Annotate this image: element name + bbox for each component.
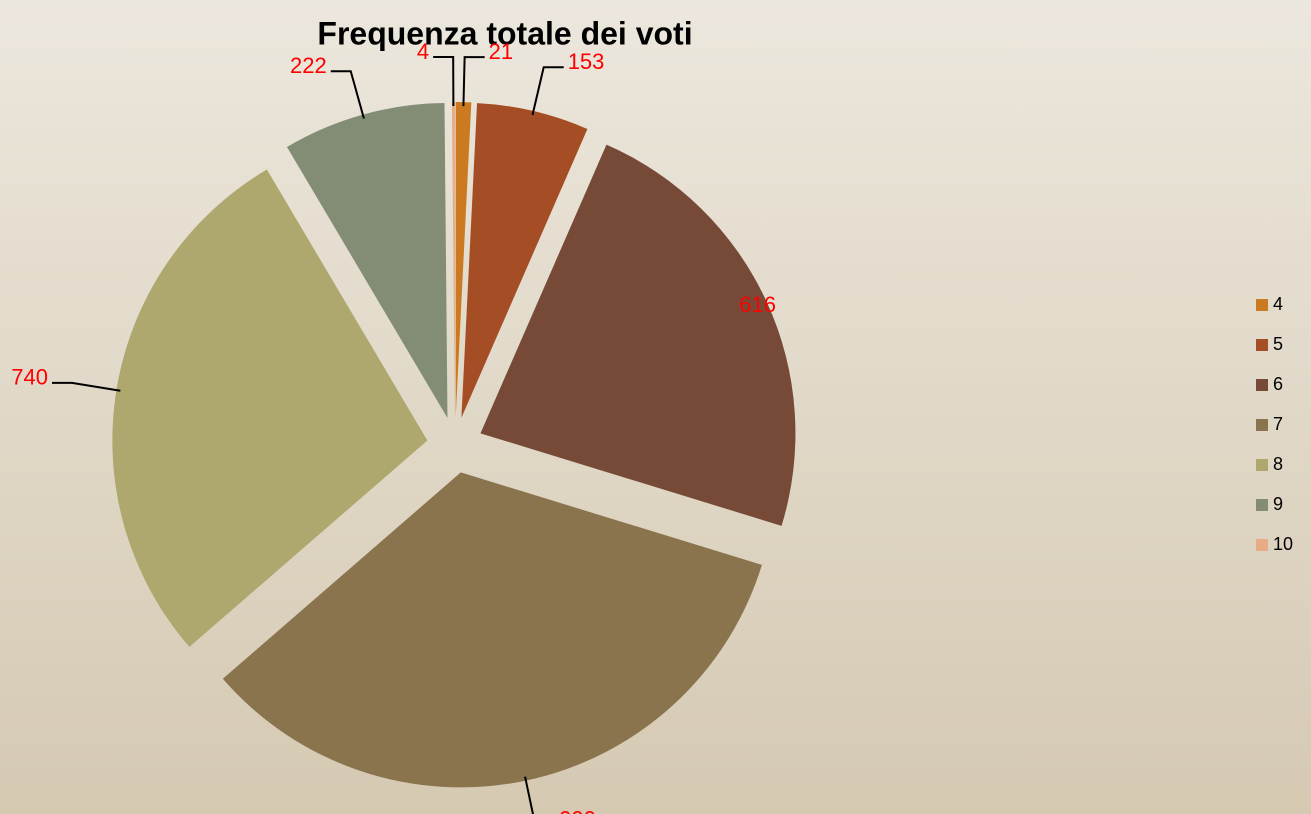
legend-swatch	[1256, 339, 1268, 351]
data-label: 222	[290, 53, 327, 78]
pie-slice	[480, 144, 796, 526]
legend-label: 9	[1273, 494, 1283, 514]
leader-line	[52, 381, 121, 392]
pie-slice	[112, 169, 428, 647]
pie-slice	[461, 103, 588, 418]
data-label: 740	[11, 365, 48, 390]
legend-label: 10	[1273, 534, 1293, 554]
data-label: 21	[489, 39, 513, 64]
legend-swatch	[1256, 459, 1268, 471]
chart-title: Frequenza totale dei voti	[317, 15, 692, 51]
legend-label: 6	[1273, 374, 1283, 394]
data-label: 900	[559, 806, 596, 814]
pie-slice	[451, 102, 455, 418]
data-label: 153	[568, 49, 605, 74]
leader-line	[462, 56, 485, 107]
pie-slice	[455, 102, 472, 418]
leader-line	[531, 66, 564, 116]
data-label: 616	[739, 292, 776, 317]
legend-label: 4	[1273, 294, 1283, 314]
legend-swatch	[1256, 379, 1268, 391]
legend-swatch	[1256, 539, 1268, 551]
legend-swatch	[1256, 499, 1268, 511]
leader-line	[433, 56, 455, 107]
pie-slice	[222, 472, 762, 788]
data-label: 4	[417, 39, 429, 64]
legend-label: 8	[1273, 454, 1283, 474]
leader-line	[330, 70, 365, 119]
legend-swatch	[1256, 419, 1268, 431]
legend-label: 7	[1273, 414, 1283, 434]
legend-swatch	[1256, 299, 1268, 311]
leader-line	[524, 776, 534, 814]
pie-slice	[286, 103, 448, 419]
legend-label: 5	[1273, 334, 1283, 354]
